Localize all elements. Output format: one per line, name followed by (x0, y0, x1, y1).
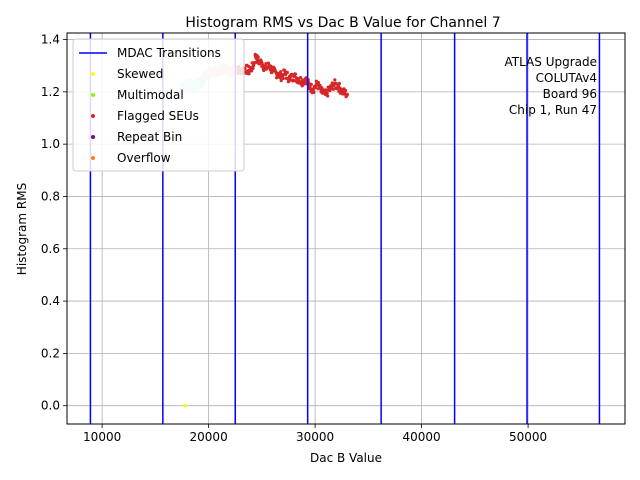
data-point (332, 82, 337, 86)
data-point (303, 76, 308, 81)
y-tick-label: 1.4 (41, 33, 60, 47)
data-point (279, 70, 283, 74)
data-point (267, 63, 272, 68)
legend-point-swatch (91, 72, 95, 76)
data-point (331, 87, 335, 91)
data-point (287, 76, 292, 81)
data-point (251, 63, 256, 68)
annotation-line: COLUTAv4 (536, 71, 597, 85)
data-point (274, 71, 279, 76)
data-point (263, 66, 267, 71)
y-tick-label: 0.8 (41, 189, 60, 203)
legend-point-swatch (91, 114, 95, 118)
annotation-box: ATLAS Upgrade COLUTAv4 Board 96 Chip 1, Run… (504, 55, 597, 117)
legend-label: MDAC Transitions (117, 46, 221, 60)
data-point (341, 90, 345, 94)
y-tick-label: 1.0 (41, 137, 60, 151)
x-tick-label: 50000 (509, 430, 547, 444)
data-point (311, 87, 315, 92)
data-point (312, 90, 316, 95)
data-point (247, 69, 251, 73)
annotation-line: Board 96 (543, 87, 597, 101)
legend-point-swatch (91, 135, 95, 139)
axis-ticks: 10000 20000 30000 40000 50000 0.0 0.2 0.4 0.6 0.8… (41, 33, 547, 444)
series-skewed (183, 403, 188, 408)
data-point (323, 92, 328, 97)
data-point (251, 66, 255, 71)
data-point (260, 61, 264, 65)
data-point (320, 87, 324, 91)
data-point (279, 78, 283, 83)
data-point (337, 81, 342, 86)
x-tick-label: 30000 (296, 430, 334, 444)
data-point (343, 88, 348, 93)
data-point (307, 84, 312, 89)
data-point (247, 72, 251, 76)
data-point (345, 92, 349, 97)
y-tick-label: 0.4 (41, 294, 60, 308)
data-point (264, 62, 268, 66)
data-point (336, 84, 341, 89)
chart-title: Histogram RMS vs Dac B Value for Channel… (185, 15, 500, 31)
legend-point-swatch (91, 93, 95, 97)
data-point (328, 87, 332, 92)
legend-label: Skewed (117, 67, 163, 81)
plot-frame (66, 32, 626, 425)
data-point (249, 69, 254, 73)
y-tick-label: 1.2 (41, 85, 60, 99)
data-point (318, 83, 322, 87)
data-point (315, 82, 320, 86)
data-point (292, 74, 296, 78)
y-tick-label: 0.2 (41, 346, 60, 360)
data-point (333, 78, 337, 82)
legend: MDAC Transitions Skewed Multimodal Flagged … (72, 38, 245, 172)
data-point (319, 90, 324, 94)
data-point (283, 71, 288, 76)
legend-label: Repeat Bin (117, 130, 182, 144)
legend-label: Multimodal (117, 88, 184, 102)
x-tick-label: 10000 (83, 430, 121, 444)
y-axis-label: Histogram RMS (15, 183, 29, 275)
annotation-line: Chip 1, Run 47 (509, 103, 597, 117)
data-point (253, 53, 258, 58)
data-point (270, 69, 275, 73)
legend-label: Overflow (117, 151, 171, 165)
data-point (255, 58, 260, 63)
x-tick-label: 40000 (403, 430, 441, 444)
data-point (256, 55, 260, 59)
grid-lines (67, 33, 625, 424)
annotation-line: ATLAS Upgrade (504, 55, 597, 69)
data-point (296, 76, 300, 81)
legend-box (72, 38, 245, 172)
y-tick-label: 0.0 (41, 399, 60, 413)
x-tick-label: 20000 (190, 430, 228, 444)
data-point (279, 74, 283, 78)
y-tick-label: 0.6 (41, 242, 60, 256)
data-point (281, 76, 285, 81)
x-axis-label: Dac B Value (310, 451, 382, 465)
data-point (183, 403, 188, 408)
legend-point-swatch (91, 156, 95, 160)
legend-label: Flagged SEUs (117, 109, 199, 123)
data-point (300, 79, 305, 84)
